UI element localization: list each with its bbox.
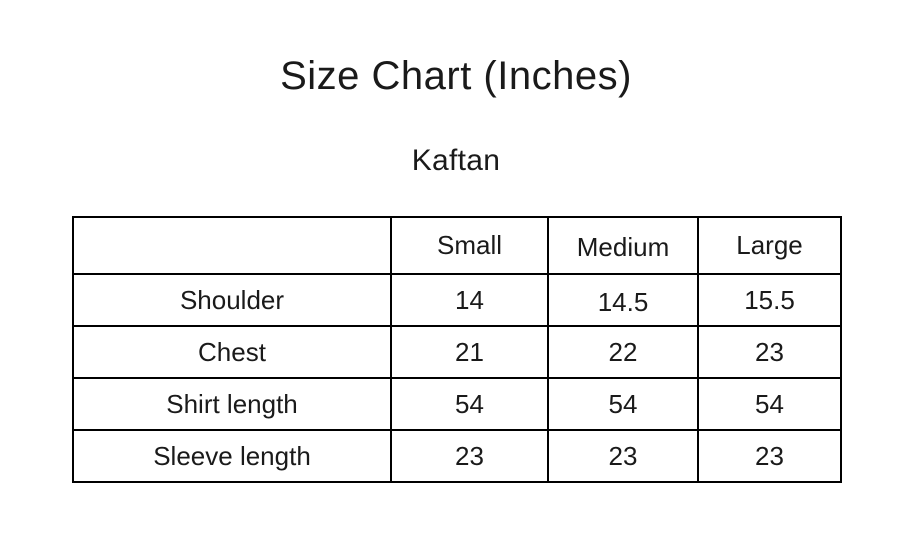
row-label-shoulder: Shoulder	[72, 273, 392, 327]
cell-chest-medium: 22	[547, 325, 699, 379]
size-chart-table: Small Medium Large Shoulder 14 14.5 15.5…	[72, 216, 842, 483]
cell-chest-small: 21	[390, 325, 549, 379]
cell-shoulder-large: 15.5	[697, 273, 842, 327]
table-row-chest: Chest 21 22 23	[72, 325, 842, 379]
row-label-sleeve-length: Sleeve length	[72, 429, 392, 483]
header-cell-small: Small	[390, 216, 549, 275]
row-label-shirt-length: Shirt length	[72, 377, 392, 431]
header-cell-empty	[72, 216, 392, 275]
cell-shirt-length-small: 54	[390, 377, 549, 431]
cell-sleeve-length-small: 23	[390, 429, 549, 483]
cell-shirt-length-medium: 54	[547, 377, 699, 431]
cell-sleeve-length-medium: 23	[547, 429, 699, 483]
table-row-sleeve-length: Sleeve length 23 23 23	[72, 429, 842, 483]
header-cell-medium: Medium	[547, 216, 699, 275]
row-label-chest: Chest	[72, 325, 392, 379]
cell-chest-large: 23	[697, 325, 842, 379]
cell-sleeve-length-large: 23	[697, 429, 842, 483]
header-cell-medium-label: Medium	[576, 232, 670, 262]
cell-shoulder-small: 14	[390, 273, 549, 327]
table-row-shirt-length: Shirt length 54 54 54	[72, 377, 842, 431]
table-header-row: Small Medium Large	[72, 216, 842, 275]
cell-shirt-length-large: 54	[697, 377, 842, 431]
cell-shoulder-medium-value: 14.5	[597, 286, 649, 317]
product-name: Kaftan	[411, 144, 501, 177]
header-cell-large: Large	[697, 216, 842, 275]
table-row-shoulder: Shoulder 14 14.5 15.5	[72, 273, 842, 327]
page-title: Size Chart (Inches)	[280, 54, 632, 98]
cell-shoulder-medium: 14.5	[547, 273, 699, 327]
